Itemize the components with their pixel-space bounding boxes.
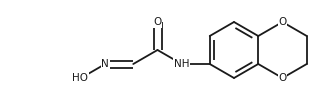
Text: O: O — [153, 17, 162, 27]
Text: O: O — [278, 73, 287, 83]
Text: HO: HO — [72, 73, 88, 83]
Text: N: N — [102, 59, 109, 69]
Text: NH: NH — [174, 59, 189, 69]
Text: O: O — [278, 17, 287, 27]
